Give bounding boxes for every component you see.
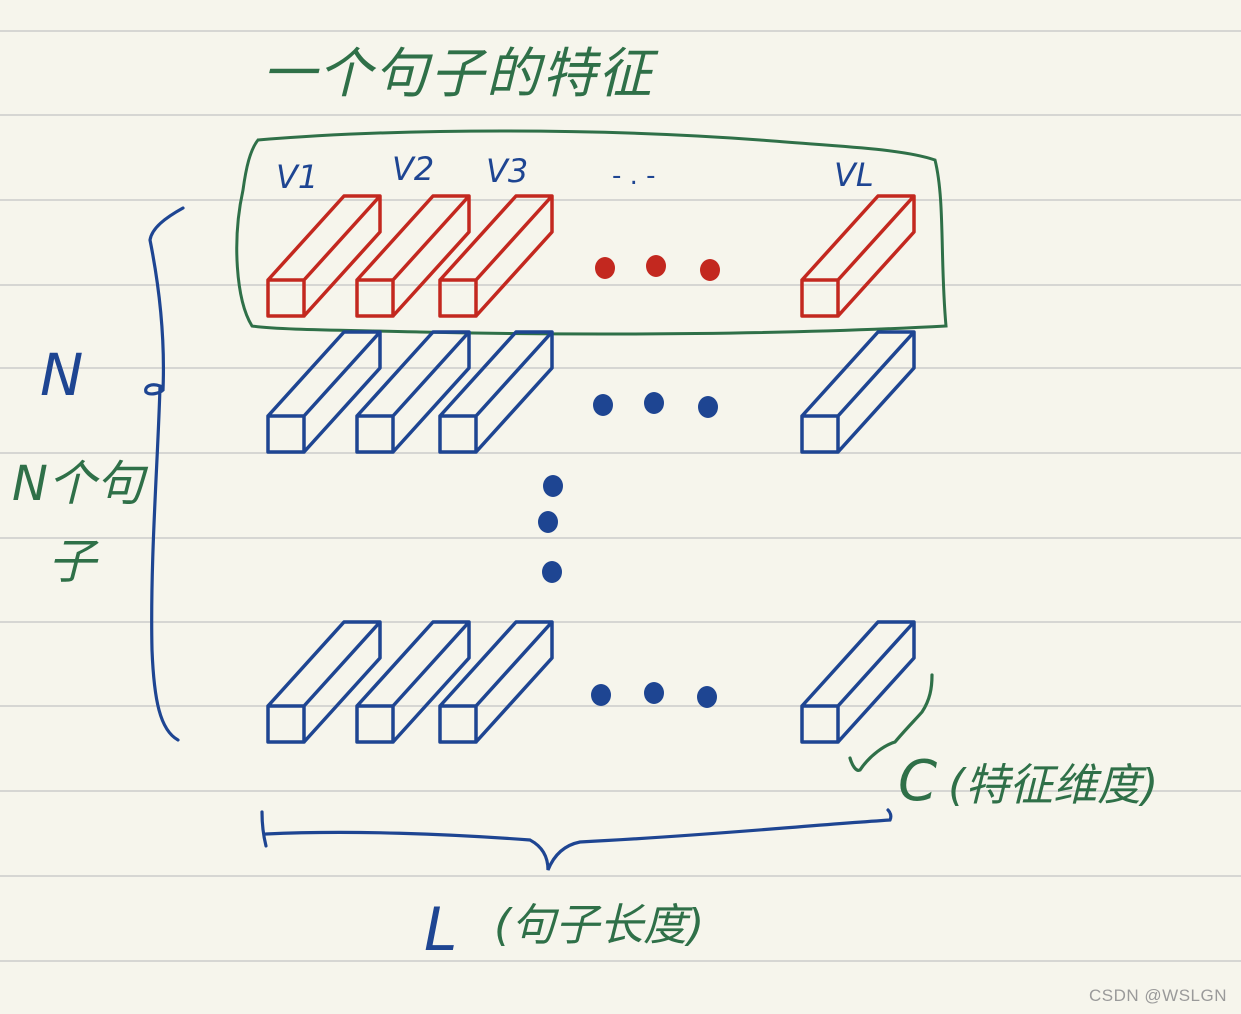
v2-label: V2 — [392, 150, 434, 188]
v1-label: V1 — [276, 158, 318, 196]
v3-label: V3 — [486, 152, 528, 190]
blue-vector-r2-c2 — [355, 330, 471, 454]
c-annotation-label: (特征维度) — [948, 760, 1158, 811]
red-ellipsis-dot — [700, 259, 720, 281]
blue-vector-r2-c4 — [800, 330, 916, 454]
title-label: 一个句子的特征 — [262, 42, 659, 105]
blue-vector-r2-c1 — [266, 330, 382, 454]
blue-ellipsis-dot — [698, 396, 718, 418]
watermark-text: CSDN @WSLGN — [1089, 986, 1227, 1005]
ruled-lines — [0, 30, 1241, 962]
blue-vector-r3-c4 — [800, 620, 916, 744]
red-vector-r1-c4 — [800, 194, 916, 318]
v-ellipsis-label: - . - — [612, 161, 656, 191]
c-dimension-brace — [848, 673, 934, 772]
blue-vector-r3-c1 — [266, 620, 382, 744]
n-sentences-label-line1: N个句 — [12, 456, 149, 512]
red-vector-r1-c2 — [355, 194, 471, 318]
vertical-ellipsis-dot — [543, 475, 563, 497]
ellipsis-dots — [538, 255, 720, 708]
c-label: C — [898, 749, 937, 814]
red-vector-r1-c1 — [266, 194, 382, 318]
blue-ellipsis-dot — [644, 392, 664, 414]
blue-vector-r3-c3 — [438, 620, 554, 744]
blue-vector-r3-c2 — [355, 620, 471, 744]
blue-ellipsis-dot — [644, 682, 664, 704]
vertical-ellipsis-dot — [538, 511, 558, 533]
n-sentences-brace — [144, 206, 185, 742]
feature-vectors — [266, 194, 916, 744]
blue-vector-r2-c3 — [438, 330, 554, 454]
blue-ellipsis-dot — [697, 686, 717, 708]
blue-ellipsis-dot — [591, 684, 611, 706]
red-ellipsis-dot — [646, 255, 666, 277]
red-vector-r1-c3 — [438, 194, 554, 318]
sentence-enclosure — [235, 129, 948, 336]
n-sentences-label-line2: 子 — [48, 534, 99, 590]
l-label: L — [424, 895, 457, 965]
l-annotation-label: (句子长度) — [494, 900, 704, 951]
n-symbol-label: N — [40, 341, 83, 409]
red-ellipsis-dot — [595, 257, 615, 279]
l-length-brace — [260, 808, 893, 871]
vertical-ellipsis-dot — [542, 561, 562, 583]
blue-ellipsis-dot — [593, 394, 613, 416]
vl-label: VL — [834, 156, 874, 194]
